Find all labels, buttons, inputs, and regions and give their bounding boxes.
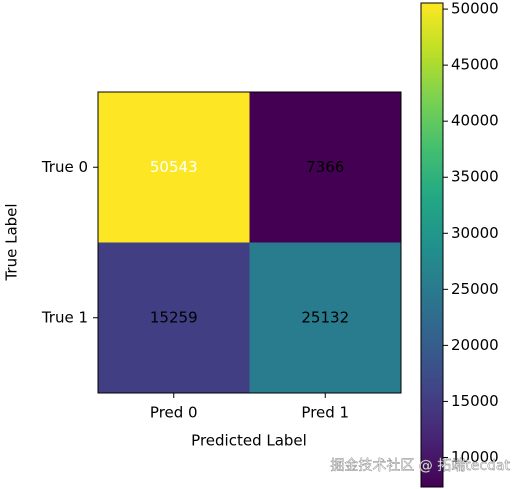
- y-tick-label: True 1: [41, 308, 88, 326]
- cell-annotation: 7366: [306, 158, 344, 176]
- colorbar: [420, 2, 444, 488]
- colorbar-tick-label: 40000: [451, 112, 499, 130]
- y-axis-label: True Label: [3, 203, 21, 281]
- colorbar-tick-label: 35000: [451, 168, 499, 186]
- colorbar-tick-label: 20000: [451, 336, 499, 354]
- heatmap-cell: [249, 242, 401, 393]
- colorbar-tick-label: 30000: [451, 224, 499, 242]
- x-tick-label: Pred 0: [150, 404, 198, 422]
- plot-frame: [97, 91, 402, 394]
- colorbar-tick-label: 50000: [451, 0, 499, 18]
- watermark: 掘金技术社区 @ 拓端tecdat: [330, 458, 510, 474]
- cell-annotation: 15259: [150, 308, 198, 326]
- colorbar-tick-label: 15000: [451, 392, 499, 410]
- heatmap-cell: [98, 92, 250, 243]
- colorbar-tick-label: 45000: [451, 56, 499, 74]
- colorbar-tick-label: 10000: [451, 448, 499, 466]
- heatmap-cell: [249, 92, 401, 243]
- colorbar-tick-label: 25000: [451, 280, 499, 298]
- heatmap-cell: [98, 242, 250, 393]
- cell-annotation: 50543: [150, 158, 198, 176]
- x-tick-label: Pred 1: [301, 404, 349, 422]
- x-axis-label: Predicted Label: [191, 432, 307, 450]
- y-tick-label: True 0: [41, 158, 88, 176]
- cell-annotation: 25132: [301, 308, 349, 326]
